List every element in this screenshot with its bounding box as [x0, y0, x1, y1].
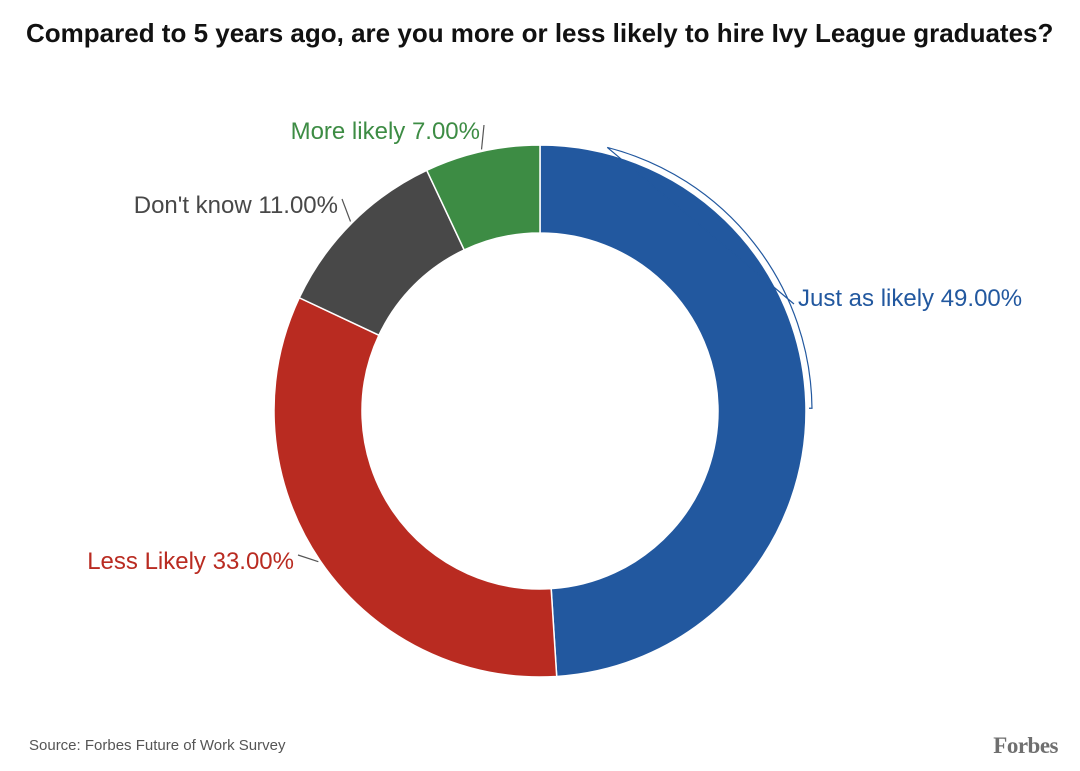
slice-more-likely	[425, 144, 541, 251]
leader-line-more-likely	[480, 124, 485, 150]
leader-line-less-likely	[297, 554, 319, 563]
source-note: Source: Forbes Future of Work Survey	[29, 737, 286, 754]
slice-just-as-likely	[539, 144, 807, 678]
slice-label-just-as-likely: Just as likely 49.00%	[798, 285, 1022, 312]
slice-less-likely	[273, 296, 558, 678]
leader-line-don-t-know	[341, 198, 352, 222]
slice-label-less-likely: Less Likely 33.00%	[87, 548, 294, 575]
slice-label-more-likely: More likely 7.00%	[291, 118, 480, 145]
forbes-logo: Forbes	[993, 733, 1058, 758]
chart-title: Compared to 5 years ago, are you more or…	[26, 18, 1054, 48]
slice-label-don-t-know: Don't know 11.00%	[134, 192, 338, 219]
leader-line-just-as-likely	[606, 146, 813, 409]
